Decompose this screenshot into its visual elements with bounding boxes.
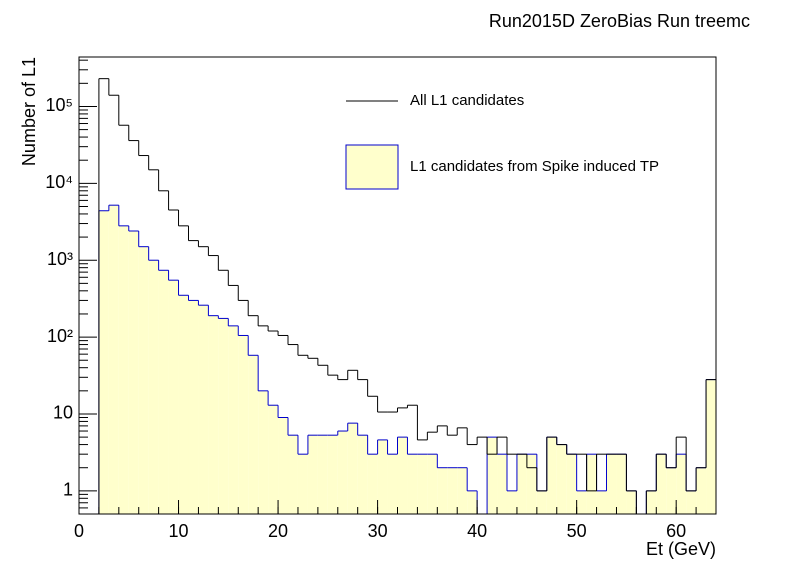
histogram-bar	[218, 318, 229, 514]
histogram-bar	[506, 490, 517, 514]
x-tick-label: 0	[74, 521, 84, 541]
y-tick-label: 10⁴	[45, 172, 73, 192]
legend-swatch	[345, 144, 399, 190]
histogram-bar	[168, 280, 179, 514]
histogram-bar	[487, 437, 498, 514]
histogram-bar	[626, 490, 637, 514]
x-tick-label: 60	[666, 521, 686, 541]
histogram-bar	[606, 454, 617, 514]
histogram-bar	[556, 444, 567, 514]
histogram-bar	[457, 467, 468, 514]
histogram-bar	[268, 405, 279, 514]
histogram-bar	[208, 315, 219, 514]
histogram-bar	[138, 246, 149, 514]
legend-box	[340, 75, 710, 205]
x-tick-label: 30	[368, 521, 388, 541]
histogram-bar	[676, 454, 687, 514]
histogram-bar	[148, 260, 159, 514]
histogram-bar	[327, 435, 338, 514]
histogram-bar	[198, 305, 209, 514]
histogram-bar	[616, 454, 627, 514]
histogram-bar	[297, 454, 308, 514]
histogram-bar	[377, 439, 388, 514]
y-tick-label: 10²	[47, 326, 73, 346]
histogram-bar	[387, 454, 398, 514]
legend: All L1 candidates L1 candidates from Spik…	[340, 75, 710, 205]
x-axis-label: Et (GeV)	[646, 539, 716, 559]
histogram-bar	[596, 490, 607, 514]
histogram-bar	[696, 467, 707, 514]
histogram-bar	[118, 225, 129, 515]
histogram-bar	[98, 210, 109, 514]
histogram-bar	[407, 454, 418, 514]
histogram-bar	[178, 295, 189, 514]
histogram-bar	[397, 437, 408, 514]
chart-title: Run2015D ZeroBias Run treemc	[489, 11, 750, 31]
histogram-bar	[258, 390, 269, 514]
histogram-bar	[566, 454, 577, 514]
histogram-bar	[357, 435, 368, 514]
histogram-bar	[437, 467, 448, 514]
histogram-bar	[288, 435, 298, 514]
y-axis-label: Number of L1	[19, 57, 39, 166]
y-tick-label: 10³	[47, 249, 73, 269]
x-tick-label: 50	[567, 521, 587, 541]
histogram-bar	[576, 490, 587, 514]
histogram-bar	[188, 300, 199, 514]
y-tick-label: 10⁵	[46, 95, 73, 115]
histogram-bar	[367, 454, 378, 514]
histogram-bar	[228, 325, 239, 514]
histogram-bar	[656, 454, 667, 514]
histogram-bar	[238, 335, 249, 514]
legend-label: L1 candidates from Spike induced TP	[410, 158, 659, 175]
histogram-bar	[337, 431, 348, 514]
histogram-bar	[417, 454, 428, 514]
histogram-bar	[248, 355, 259, 514]
y-tick-label: 1	[63, 480, 73, 500]
histogram-bar	[158, 270, 169, 514]
legend-label: All L1 candidates	[410, 92, 524, 109]
histogram-bar	[427, 454, 438, 514]
histogram-bar	[516, 454, 527, 514]
histogram-bar	[447, 467, 458, 514]
histogram-bar	[536, 490, 547, 514]
x-tick-label: 20	[268, 521, 288, 541]
histogram-bar	[307, 435, 318, 514]
histogram-bar	[706, 379, 716, 514]
histogram-bar	[317, 435, 328, 514]
x-tick-label: 10	[169, 521, 189, 541]
histogram-bar	[546, 437, 557, 514]
histogram-bar	[108, 205, 119, 514]
histogram-bar	[666, 467, 677, 514]
histogram-bar	[526, 454, 537, 514]
histogram-bar	[686, 490, 697, 514]
histogram-bar	[586, 454, 597, 514]
histogram-bar	[497, 454, 507, 514]
histogram-bar	[646, 490, 657, 514]
y-tick-label: 10	[53, 403, 73, 423]
histogram-bar	[128, 230, 139, 514]
histogram-bar	[467, 490, 478, 514]
x-tick-label: 40	[467, 521, 487, 541]
histogram-bar	[347, 423, 358, 514]
histogram-bar	[278, 417, 289, 514]
